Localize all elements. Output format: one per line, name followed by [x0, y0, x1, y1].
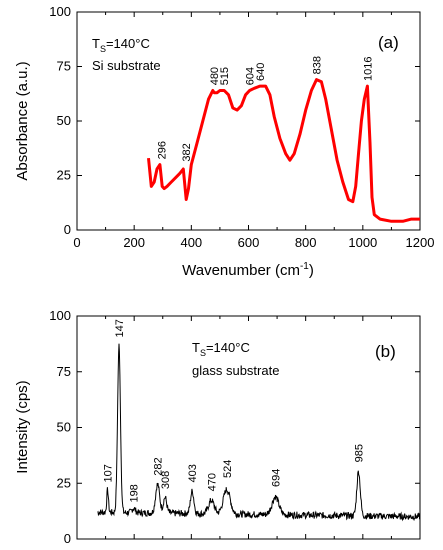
x-tick-label: 0 — [73, 235, 80, 250]
x-tick-label: 800 — [295, 235, 317, 250]
peak-label: 282 — [153, 457, 165, 475]
peak-label: 985 — [354, 444, 366, 462]
x-tick-label: 200 — [123, 235, 145, 250]
y-tick-label: 100 — [49, 308, 71, 323]
peak-label: 382 — [181, 143, 193, 161]
panel-b-temperature-note: TS=140°C — [192, 340, 250, 358]
panel-a-x-axis-title: Wavenumber (cm-1) — [182, 261, 314, 279]
y-tick-label: 50 — [57, 113, 71, 128]
peak-label: 604 — [245, 67, 257, 85]
panel-a-temperature-note: TS=140°C — [92, 36, 150, 54]
panel-a-label: (a) — [378, 33, 399, 52]
y-tick-label: 0 — [64, 531, 71, 546]
peak-label: 515 — [219, 67, 231, 85]
x-tick-label: 1200 — [406, 235, 435, 250]
peak-label: 470 — [206, 473, 218, 491]
peak-label: 296 — [157, 141, 169, 159]
panel-a-series-line — [147, 78, 420, 223]
x-tick-label: 600 — [238, 235, 260, 250]
x-tick-label: 400 — [180, 235, 202, 250]
y-tick-label: 75 — [57, 59, 71, 74]
y-tick-label: 50 — [57, 420, 71, 435]
peak-label: 198 — [129, 484, 141, 502]
peak-label: 107 — [103, 464, 115, 482]
x-tick-label: 1000 — [348, 235, 377, 250]
panel-b-substrate-note: glass substrate — [192, 363, 279, 378]
panel-a-substrate-note: Si substrate — [92, 58, 161, 73]
panel-b-ticks — [76, 315, 421, 540]
panel-b-label: (b) — [375, 342, 396, 361]
panel-a-ticks — [76, 11, 421, 231]
peak-label: 838 — [312, 56, 324, 74]
peak-label: 147 — [114, 319, 126, 337]
y-tick-label: 25 — [57, 168, 71, 183]
panel-b-series-line — [97, 343, 421, 522]
y-tick-label: 25 — [57, 475, 71, 490]
panel-b-tick-labels: 0 25 50 75 100 — [49, 308, 71, 546]
peak-label: 1016 — [362, 56, 374, 80]
peak-label: 524 — [222, 460, 234, 478]
y-tick-label: 0 — [64, 222, 71, 237]
peak-label: 403 — [187, 464, 199, 482]
peak-label: 640 — [255, 63, 267, 81]
peak-label: 694 — [270, 469, 282, 487]
y-tick-label: 75 — [57, 364, 71, 379]
peak-label: 480 — [209, 67, 221, 85]
panel-a-y-axis-title: Absorbance (a.u.) — [14, 61, 31, 180]
peak-label: 308 — [160, 471, 172, 489]
panel-b-y-axis-title: Intensity (cps) — [14, 380, 31, 473]
y-tick-label: 100 — [49, 4, 71, 19]
